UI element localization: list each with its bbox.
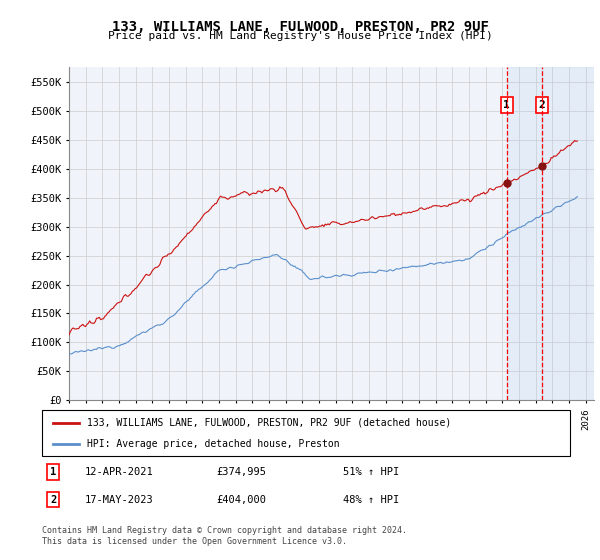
Text: 12-APR-2021: 12-APR-2021 — [84, 467, 153, 477]
Bar — [560, 67, 600, 400]
Text: Contains HM Land Registry data © Crown copyright and database right 2024.
This d: Contains HM Land Registry data © Crown c… — [42, 526, 407, 546]
Text: 17-MAY-2023: 17-MAY-2023 — [84, 494, 153, 505]
Text: 2: 2 — [50, 494, 56, 505]
Text: Price paid vs. HM Land Registry's House Price Index (HPI): Price paid vs. HM Land Registry's House … — [107, 31, 493, 41]
Text: 51% ↑ HPI: 51% ↑ HPI — [343, 467, 399, 477]
FancyBboxPatch shape — [42, 410, 570, 456]
Bar — [507, 67, 542, 400]
Text: 2: 2 — [538, 100, 545, 110]
Bar — [560, 67, 600, 400]
Text: 1: 1 — [50, 467, 56, 477]
Text: £404,000: £404,000 — [216, 494, 266, 505]
Text: 48% ↑ HPI: 48% ↑ HPI — [343, 494, 399, 505]
Bar — [542, 67, 600, 400]
Text: £374,995: £374,995 — [216, 467, 266, 477]
Text: HPI: Average price, detached house, Preston: HPI: Average price, detached house, Pres… — [87, 439, 340, 449]
Text: 133, WILLIAMS LANE, FULWOOD, PRESTON, PR2 9UF (detached house): 133, WILLIAMS LANE, FULWOOD, PRESTON, PR… — [87, 418, 451, 428]
Text: 1: 1 — [503, 100, 510, 110]
Text: 133, WILLIAMS LANE, FULWOOD, PRESTON, PR2 9UF: 133, WILLIAMS LANE, FULWOOD, PRESTON, PR… — [112, 20, 488, 34]
